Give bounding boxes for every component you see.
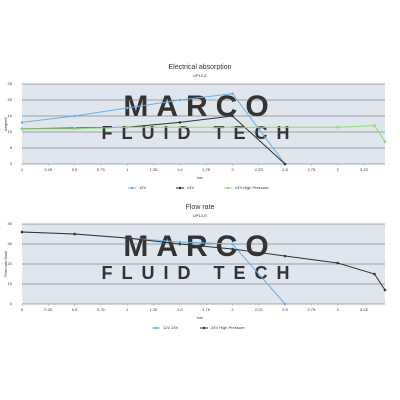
x-tick-label: 2.25 xyxy=(255,167,264,172)
chart-subtitle: UP12-E xyxy=(193,213,207,218)
legend-marker xyxy=(178,186,182,190)
watermark: FLUID TECH xyxy=(102,123,299,143)
y-axis-label: Flow rate l/min xyxy=(3,251,8,277)
y-tick-label: 10 xyxy=(8,129,13,134)
legend-marker xyxy=(130,186,134,190)
x-axis-label: bar xyxy=(197,175,203,180)
data-point xyxy=(125,125,129,129)
data-point xyxy=(283,254,287,258)
x-tick-label: 3.25 xyxy=(360,167,369,172)
y-tick-label: 20 xyxy=(8,261,13,266)
x-tick-label: 0.75 xyxy=(97,167,106,172)
x-tick-label: 1.5 xyxy=(177,307,183,312)
data-point xyxy=(178,242,182,246)
data-point xyxy=(383,288,387,292)
x-tick-label: 2.5 xyxy=(282,307,288,312)
y-tick-label: 0 xyxy=(10,161,13,166)
data-point xyxy=(73,232,76,236)
legend-label: 24V High Pressure xyxy=(235,185,269,190)
y-tick-label: 15 xyxy=(8,113,13,118)
x-tick-label: 1.75 xyxy=(202,167,211,172)
data-point xyxy=(283,125,287,129)
data-point xyxy=(231,114,234,118)
data-point xyxy=(73,127,76,131)
x-tick-label: 1 xyxy=(126,167,129,172)
x-tick-label: 2.5 xyxy=(282,167,288,172)
legend-label: 24V High Pressure xyxy=(211,325,245,330)
data-point xyxy=(373,272,376,276)
x-axis-label: bar xyxy=(197,315,203,320)
data-point xyxy=(178,240,182,244)
data-point xyxy=(283,162,287,166)
data-point xyxy=(73,114,76,118)
chart-title: Electrical absorption xyxy=(168,64,231,71)
y-tick-label: 20 xyxy=(8,97,13,102)
data-point xyxy=(336,125,339,129)
data-point xyxy=(231,247,234,251)
y-tick-label: 30 xyxy=(8,241,13,246)
data-point xyxy=(373,124,376,127)
data-point xyxy=(231,125,234,129)
x-tick-label: 0 xyxy=(21,307,24,312)
y-tick-label: 5 xyxy=(10,145,13,150)
data-point xyxy=(20,127,24,131)
data-point xyxy=(125,236,129,240)
x-tick-label: 1.75 xyxy=(202,307,211,312)
watermark: MARCO xyxy=(123,230,276,263)
data-point xyxy=(283,302,287,306)
x-tick-label: 0.75 xyxy=(97,307,106,312)
y-tick-label: 40 xyxy=(8,221,13,226)
data-point xyxy=(178,121,182,124)
chart-title: Flow rate xyxy=(186,204,215,211)
x-tick-label: 2 xyxy=(231,307,234,312)
series-line xyxy=(21,93,286,165)
legend-marker xyxy=(226,186,230,190)
x-tick-label: 0 xyxy=(21,167,24,172)
data-point xyxy=(20,230,24,234)
x-tick-label: 0.25 xyxy=(44,307,53,312)
legend-label: 12V 24V xyxy=(163,325,179,330)
x-tick-label: 2.75 xyxy=(307,167,316,172)
legend-marker xyxy=(154,326,158,330)
y-axis-label: Ampere xyxy=(3,116,8,131)
data-point xyxy=(125,106,129,110)
x-tick-label: 3 xyxy=(337,167,340,172)
y-tick-label: 25 xyxy=(8,81,13,86)
x-tick-label: 3.25 xyxy=(360,307,369,312)
x-tick-label: 2.75 xyxy=(307,307,316,312)
watermark: MARCO xyxy=(123,90,276,123)
x-tick-label: 1.25 xyxy=(150,307,159,312)
data-point xyxy=(336,261,339,265)
x-tick-label: 1 xyxy=(126,307,129,312)
data-point xyxy=(20,121,24,124)
x-tick-label: 0.5 xyxy=(72,307,78,312)
x-tick-label: 2.25 xyxy=(255,307,264,312)
x-tick-label: 2 xyxy=(231,167,234,172)
x-tick-label: 0.5 xyxy=(72,167,78,172)
x-tick-label: 1.5 xyxy=(177,167,183,172)
data-point xyxy=(178,98,182,102)
legend-label: 12V xyxy=(139,185,146,190)
x-tick-label: 3 xyxy=(337,307,340,312)
y-tick-label: 10 xyxy=(8,281,13,286)
data-point xyxy=(231,92,234,95)
chart-subtitle: UP12-E xyxy=(193,73,207,78)
watermark: FLUID TECH xyxy=(102,263,299,283)
x-tick-label: 0.25 xyxy=(44,167,53,172)
legend-label: 24V xyxy=(187,185,194,190)
data-point xyxy=(178,125,182,129)
data-point xyxy=(231,242,234,246)
legend-marker xyxy=(202,326,206,330)
y-tick-label: 0 xyxy=(10,301,13,306)
x-tick-label: 1.25 xyxy=(150,167,159,172)
data-point xyxy=(383,140,387,143)
